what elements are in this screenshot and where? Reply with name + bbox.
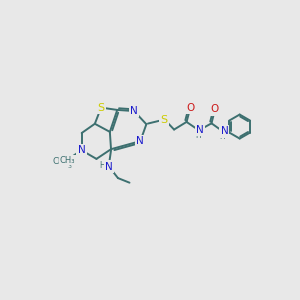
Text: O: O: [211, 104, 219, 115]
Text: H: H: [220, 132, 225, 141]
Text: O: O: [186, 103, 194, 113]
Text: H: H: [99, 160, 105, 169]
Text: S: S: [98, 103, 105, 112]
Text: N: N: [196, 125, 204, 135]
Text: N: N: [78, 145, 86, 155]
Text: N: N: [105, 161, 113, 172]
Text: N: N: [220, 126, 228, 136]
Text: CH₃: CH₃: [60, 155, 75, 164]
Text: 3: 3: [68, 164, 72, 169]
Text: S: S: [160, 115, 168, 124]
Text: N: N: [136, 136, 144, 146]
Text: CH: CH: [52, 158, 64, 166]
Text: H: H: [195, 131, 200, 140]
Text: N: N: [130, 106, 138, 116]
